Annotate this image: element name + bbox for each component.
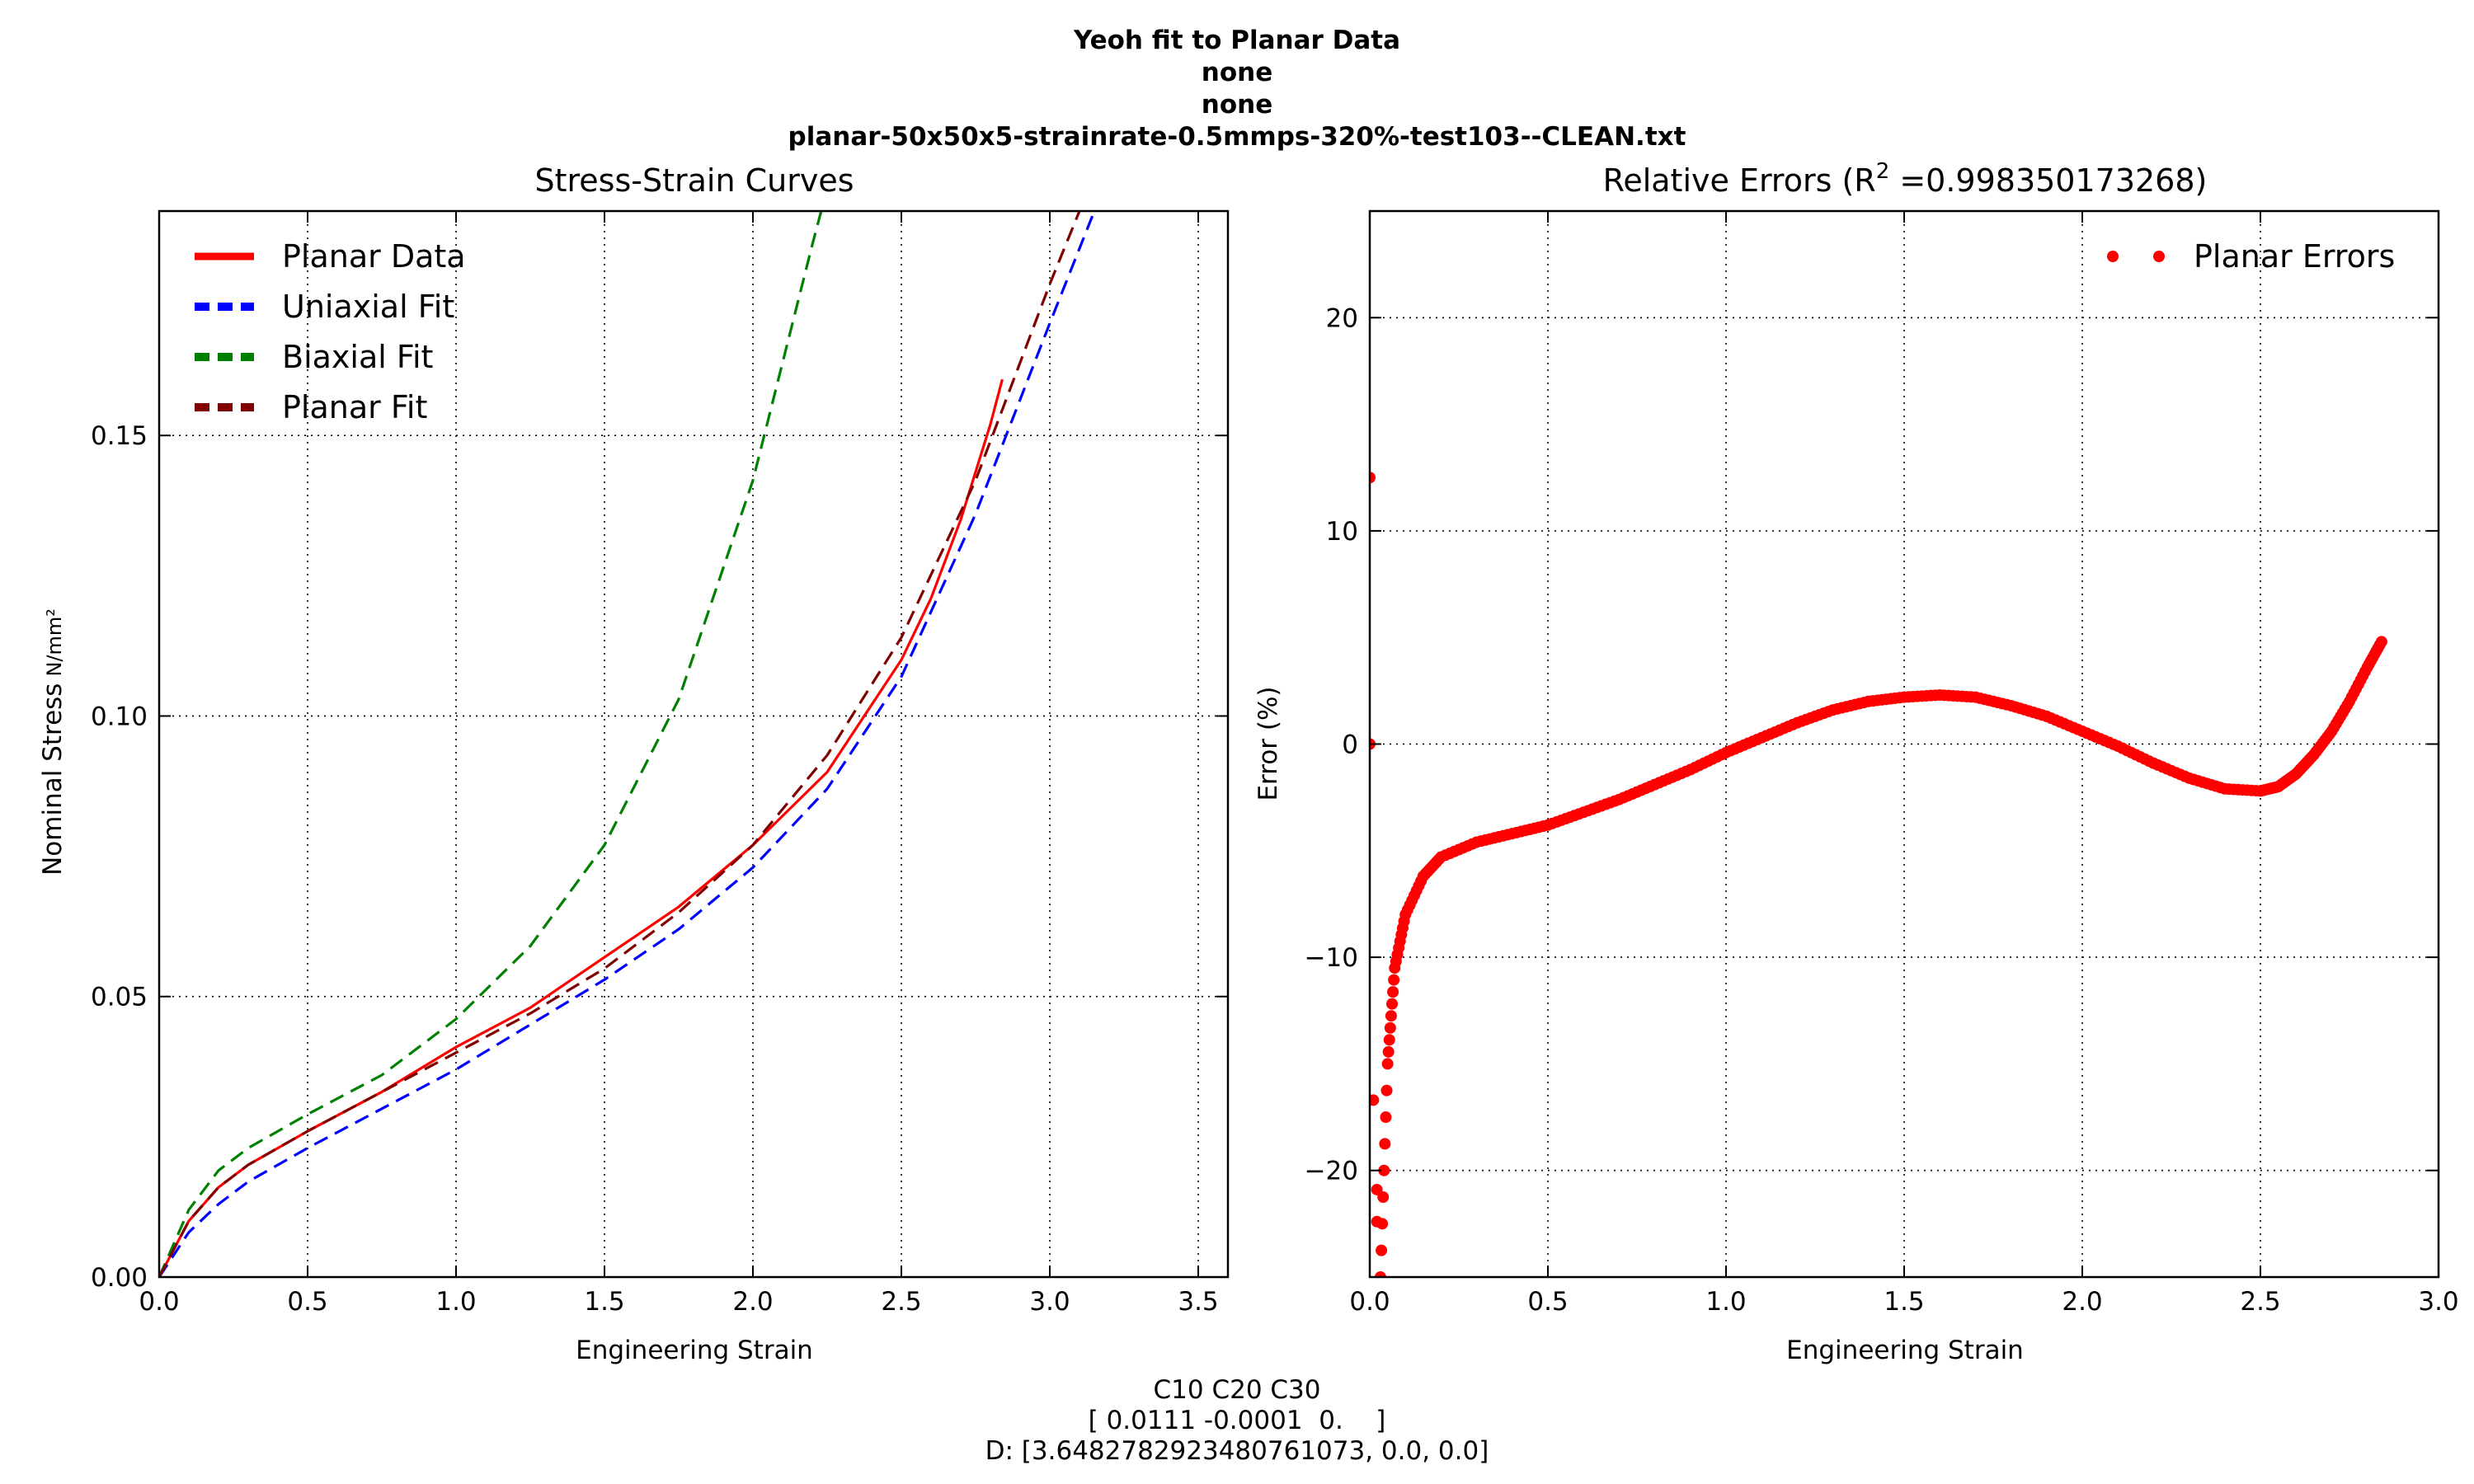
left-y-tick-label: 0.10 bbox=[91, 702, 148, 731]
right-ticks: 0.0 0.5 1.0 1.5 2.0 2.5 3.0 −20 −10 0 10 20 bbox=[1305, 211, 2459, 1317]
error-point bbox=[1378, 1164, 1390, 1176]
right-x-tick-label: 0.0 bbox=[1349, 1287, 1390, 1317]
right-x-tick-label: 3.0 bbox=[2418, 1287, 2458, 1317]
error-point bbox=[1377, 1191, 1390, 1204]
right-y-tick-label: 10 bbox=[1326, 517, 1358, 547]
legend-label-uniaxial-fit: Uniaxial Fit bbox=[282, 289, 454, 325]
d-values: D: [3.6482782923480761073, 0.0, 0.0] bbox=[985, 1436, 1489, 1466]
right-x-axis-label: Engineering Strain bbox=[1786, 1336, 2024, 1365]
error-point bbox=[1370, 472, 1376, 484]
left-y-axis-label: Nominal Stress N/mm² bbox=[38, 608, 68, 876]
left-x-tick-label: 0.0 bbox=[139, 1287, 179, 1317]
legend-label-planar-errors: Planar Errors bbox=[2194, 238, 2395, 275]
left-y-tick-label: 0.15 bbox=[91, 421, 148, 451]
series-line-biaxial-fit bbox=[159, 211, 823, 1277]
error-point bbox=[1380, 1111, 1392, 1124]
right-y-tick-label: 20 bbox=[1326, 303, 1358, 333]
error-point bbox=[1374, 1271, 1386, 1277]
error-point bbox=[1384, 1021, 1396, 1034]
figure-title-line-1: Yeoh fit to Planar Data bbox=[1073, 26, 1400, 55]
left-x-tick-label: 3.0 bbox=[1029, 1287, 1070, 1317]
series-line-uniaxial-fit bbox=[159, 211, 1096, 1277]
error-point bbox=[1383, 1034, 1395, 1046]
left-x-tick-label: 3.5 bbox=[1178, 1287, 1218, 1317]
left-gridlines bbox=[159, 211, 1228, 1277]
right-x-tick-label: 1.5 bbox=[1884, 1287, 1924, 1317]
left-x-tick-label: 2.0 bbox=[732, 1287, 773, 1317]
error-point bbox=[1370, 1094, 1380, 1106]
error-point bbox=[1382, 1045, 1395, 1058]
right-y-axis-label: Error (%) bbox=[1253, 686, 1283, 801]
left-y-tick-label: 0.00 bbox=[91, 1263, 148, 1293]
error-point bbox=[1381, 1058, 1394, 1070]
error-point bbox=[1387, 986, 1399, 998]
legend-label-biaxial-fit: Biaxial Fit bbox=[282, 339, 433, 375]
left-chart-title: Stress-Strain Curves bbox=[534, 162, 854, 199]
left-axes-frame bbox=[158, 209, 1230, 1279]
error-point bbox=[1385, 1010, 1397, 1022]
left-y-tick-label: 0.05 bbox=[91, 983, 148, 1012]
right-chart: Relative Errors (R2 =0.998350173268) 0.0… bbox=[1253, 159, 2459, 1365]
error-point bbox=[1376, 1218, 1389, 1230]
series-line-planar-fit bbox=[159, 211, 1081, 1277]
legend-marker-planar-errors bbox=[2107, 251, 2119, 262]
left-x-tick-label: 2.5 bbox=[881, 1287, 921, 1317]
left-x-tick-label: 1.5 bbox=[584, 1287, 624, 1317]
left-ticks: 0.0 0.5 1.0 1.5 2.0 2.5 3.0 3.5 0.00 0.05 0.10 0.15 bbox=[91, 211, 1228, 1317]
right-chart-title: Relative Errors (R2 =0.998350173268) bbox=[1603, 159, 2208, 199]
left-legend: Planar Data Uniaxial Fit Biaxial Fit Planar… bbox=[195, 238, 466, 425]
figure-title-line-4: planar-50x50x5-strainrate-0.5mmps-320%-t… bbox=[788, 122, 1686, 152]
legend-label-planar-data: Planar Data bbox=[282, 238, 466, 275]
right-x-tick-label: 0.5 bbox=[1527, 1287, 1568, 1317]
coefficients-header: C10 C20 C30 bbox=[1153, 1375, 1321, 1405]
error-point bbox=[1380, 1084, 1393, 1097]
right-plot-area bbox=[1370, 472, 2387, 1277]
right-legend: Planar Errors bbox=[2107, 238, 2395, 275]
error-point bbox=[1379, 1138, 1391, 1150]
error-point bbox=[1388, 974, 1400, 986]
r-squared-superscript: 2 bbox=[1876, 159, 1890, 184]
right-x-tick-label: 2.5 bbox=[2240, 1287, 2280, 1317]
left-x-tick-label: 1.0 bbox=[435, 1287, 476, 1317]
right-y-tick-label: −20 bbox=[1305, 1157, 1358, 1186]
right-gridlines bbox=[1370, 211, 2439, 1277]
right-x-tick-label: 2.0 bbox=[2062, 1287, 2102, 1317]
right-x-tick-label: 1.0 bbox=[1705, 1287, 1746, 1317]
left-y-axis-label-text: Nominal Stress bbox=[38, 683, 68, 876]
figure-title-line-2: none bbox=[1201, 58, 1273, 87]
figure-title-line-3: none bbox=[1201, 90, 1273, 120]
left-x-axis-label: Engineering Strain bbox=[576, 1336, 813, 1365]
error-point bbox=[2375, 636, 2387, 648]
coefficients-values: [ 0.0111 -0.0001 0. ] bbox=[1088, 1406, 1386, 1435]
error-point bbox=[1376, 1244, 1388, 1256]
series-line-planar-data bbox=[159, 378, 1004, 1277]
left-x-tick-label: 0.5 bbox=[287, 1287, 327, 1317]
left-chart: Stress-Strain Curves 0.0 0.5 1.0 1.5 2.0 2.5 3… bbox=[38, 162, 1230, 1365]
right-y-tick-label: 0 bbox=[1342, 730, 1358, 760]
left-plot-area bbox=[159, 211, 1096, 1277]
legend-label-planar-fit: Planar Fit bbox=[282, 389, 427, 425]
error-point bbox=[1386, 998, 1398, 1010]
right-y-tick-label: −10 bbox=[1305, 943, 1358, 973]
left-y-axis-label-unit: N/mm² bbox=[43, 608, 66, 676]
legend-marker-planar-errors bbox=[2153, 251, 2165, 262]
